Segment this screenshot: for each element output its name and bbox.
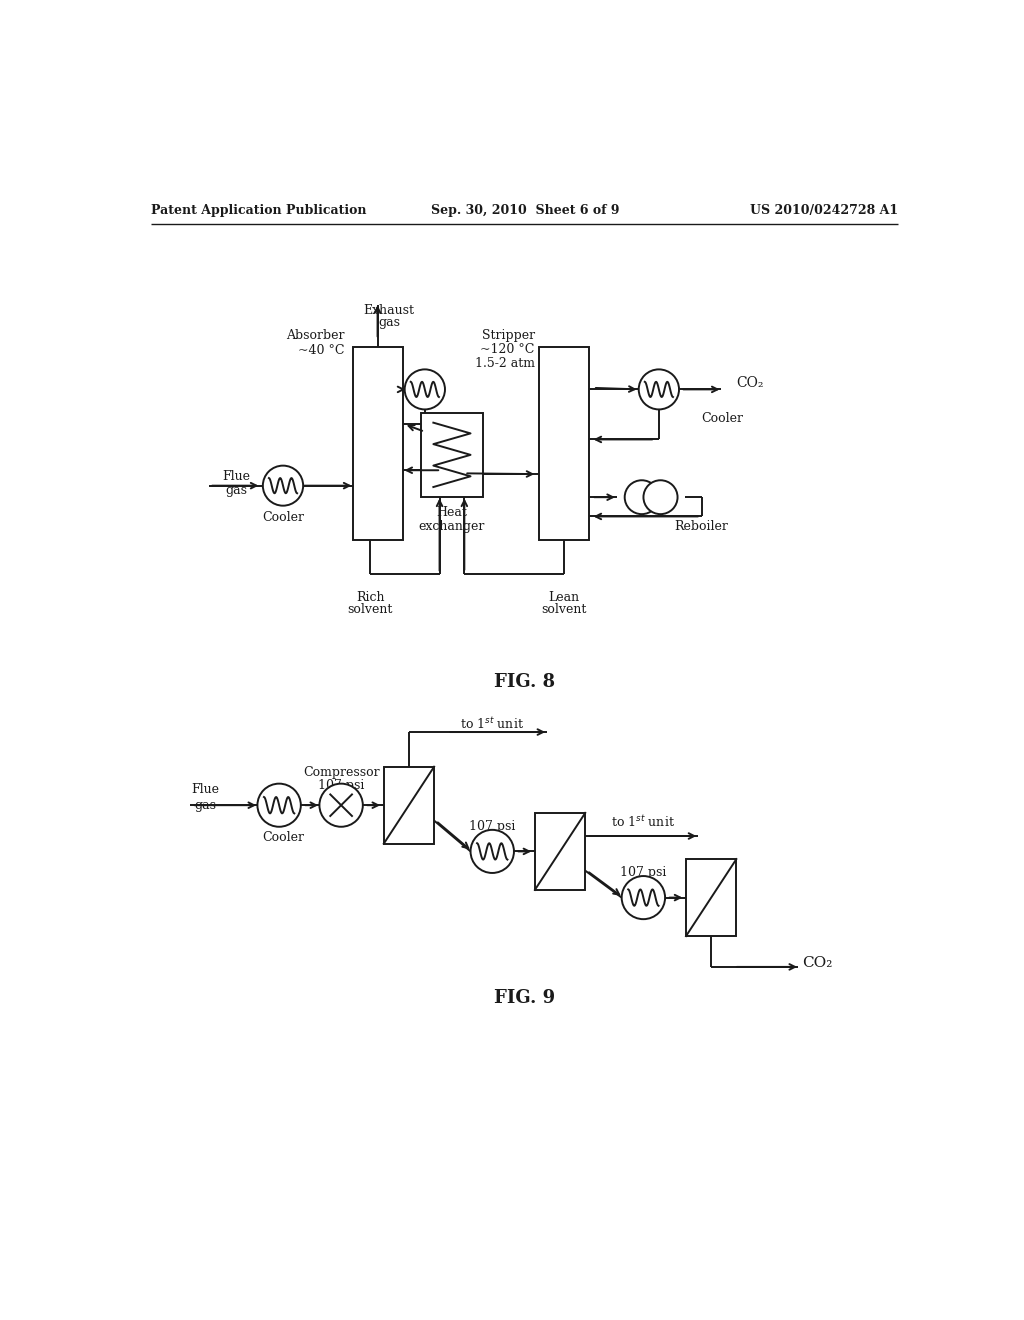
Text: Stripper: Stripper [481,329,535,342]
Bar [384,767,434,843]
Circle shape [622,876,665,919]
Text: FIG. 8: FIG. 8 [495,673,555,690]
Text: Cooler: Cooler [262,832,304,843]
Circle shape [639,370,679,409]
Bar [421,412,483,498]
Circle shape [263,466,303,506]
Circle shape [471,830,514,873]
Text: CO₂: CO₂ [803,956,833,970]
Text: Cooler: Cooler [701,412,743,425]
Text: Rich: Rich [356,591,385,603]
Text: Sep. 30, 2010  Sheet 6 of 9: Sep. 30, 2010 Sheet 6 of 9 [430,205,620,218]
Text: 107 psi: 107 psi [621,866,667,879]
Bar [539,347,589,540]
Text: solvent: solvent [542,603,587,616]
Circle shape [625,480,658,515]
Bar [686,859,736,936]
Circle shape [319,784,362,826]
Text: 107 psi: 107 psi [317,779,365,792]
Text: Reboiler: Reboiler [675,520,728,533]
Text: 1.5-2 atm: 1.5-2 atm [475,356,535,370]
Text: Patent Application Publication: Patent Application Publication [152,205,367,218]
Text: Exhaust: Exhaust [364,304,415,317]
Bar [352,347,403,540]
Text: Absorber: Absorber [287,329,345,342]
Text: Compressor: Compressor [303,767,380,779]
Text: Cooler: Cooler [262,511,304,524]
Text: Flue: Flue [191,783,219,796]
Text: to 1$^{st}$ unit: to 1$^{st}$ unit [460,717,524,733]
Text: Heat: Heat [436,506,467,519]
Text: ~120 °C: ~120 °C [480,343,535,356]
Text: solvent: solvent [348,603,393,616]
Circle shape [643,480,678,515]
Text: FIG. 9: FIG. 9 [495,989,555,1007]
Circle shape [257,784,301,826]
Text: US 2010/0242728 A1: US 2010/0242728 A1 [751,205,898,218]
Text: gas: gas [378,315,400,329]
Text: gas: gas [195,799,216,812]
Text: exchanger: exchanger [419,520,485,533]
Text: CO₂: CO₂ [736,376,764,391]
Circle shape [404,370,445,409]
Text: gas: gas [225,483,248,496]
Bar [535,813,586,890]
Text: 107 psi: 107 psi [469,820,515,833]
Text: ~40 °C: ~40 °C [299,345,345,358]
Text: Lean: Lean [549,591,580,603]
Text: to 1$^{st}$ unit: to 1$^{st}$ unit [611,814,676,830]
Text: Flue: Flue [222,470,251,483]
